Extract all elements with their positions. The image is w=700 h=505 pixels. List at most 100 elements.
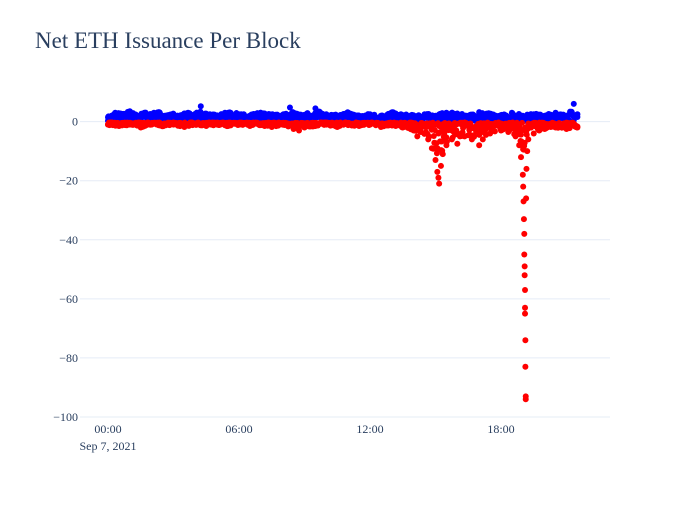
data-point [521,263,528,270]
data-point [522,310,529,317]
data-point [563,112,570,119]
data-point [434,168,441,175]
data-point [112,109,119,116]
data-point [119,111,126,118]
data-point [197,103,204,110]
x-tick-label: 18:00 [487,422,514,436]
data-point [170,121,177,128]
data-point [433,150,440,157]
data-point [236,121,242,128]
data-point [443,109,450,116]
data-point [410,112,417,119]
data-point [286,104,293,111]
data-point [367,111,373,118]
data-point [225,123,232,130]
data-point [323,111,330,118]
x-tick-label: 00:00 [94,422,121,436]
data-point [476,109,483,116]
data-point [345,109,352,116]
x-tick-label: 06:00 [225,422,252,436]
y-tick-label: −100 [53,410,78,424]
data-point [185,109,192,116]
series-0 [105,100,581,124]
x-date-label: Sep 7, 2021 [80,439,137,453]
data-point [498,127,504,134]
data-point [522,337,529,344]
data-point [141,109,148,116]
data-point [443,142,450,149]
data-point [377,112,384,119]
data-point [246,112,253,119]
data-point [491,128,498,135]
data-point [279,121,286,128]
data-point [541,112,548,119]
y-tick-label: −20 [59,174,78,188]
data-point [439,151,446,158]
data-point [519,112,526,119]
data-point [115,123,122,130]
data-point [170,111,177,118]
data-point [435,174,442,181]
data-point [301,112,308,119]
data-point [498,112,504,119]
data-point [257,109,264,116]
data-point [521,251,528,258]
x-tick-label: 12:00 [356,422,383,436]
data-point [530,111,537,118]
data-point [428,145,435,152]
data-point [425,136,432,143]
data-point [323,121,330,128]
data-point [192,112,199,119]
data-point [148,111,155,118]
data-point [461,133,468,140]
data-point [521,272,528,279]
data-point [523,195,530,202]
data-point [134,112,141,119]
y-tick-label: −60 [59,292,78,306]
data-point [137,124,144,131]
data-point [536,127,543,134]
data-point [476,142,483,149]
axis-layer: 0 −20 −40 −60 −80 −100 00:00 06:00 12:00 18:00 Sep… [53,115,514,453]
data-point [522,363,529,370]
data-point [257,122,264,129]
data-point [487,130,494,137]
data-point [479,136,486,143]
data-point [410,127,417,134]
data-point [126,108,133,115]
data-point [524,148,531,155]
data-point [563,126,570,133]
data-point [437,162,444,169]
data-point [505,128,512,135]
data-point [417,128,424,135]
data-point [487,111,494,118]
series-1 [105,119,581,403]
data-point [518,154,525,161]
data-point [414,133,421,140]
data-point [312,105,319,112]
data-point [203,123,210,130]
data-point [206,111,213,118]
data-point [521,230,528,237]
data-point [181,123,188,130]
data-point [520,183,527,190]
data-point [465,112,472,119]
data-point [574,124,581,131]
data-point [512,133,519,140]
data-point [468,136,475,143]
data-point [290,126,297,133]
data-point [522,304,529,311]
data-point [552,124,559,131]
data-point [522,396,529,403]
data-point [148,121,155,128]
data-point [388,122,395,129]
data-point [430,133,437,140]
data-point [519,171,526,178]
chart-title: Net ETH Issuance Per Block [35,28,301,53]
data-point [519,119,526,126]
data-point [356,123,363,130]
data-point [520,216,527,223]
data-point [192,121,199,128]
data-point [268,111,275,118]
